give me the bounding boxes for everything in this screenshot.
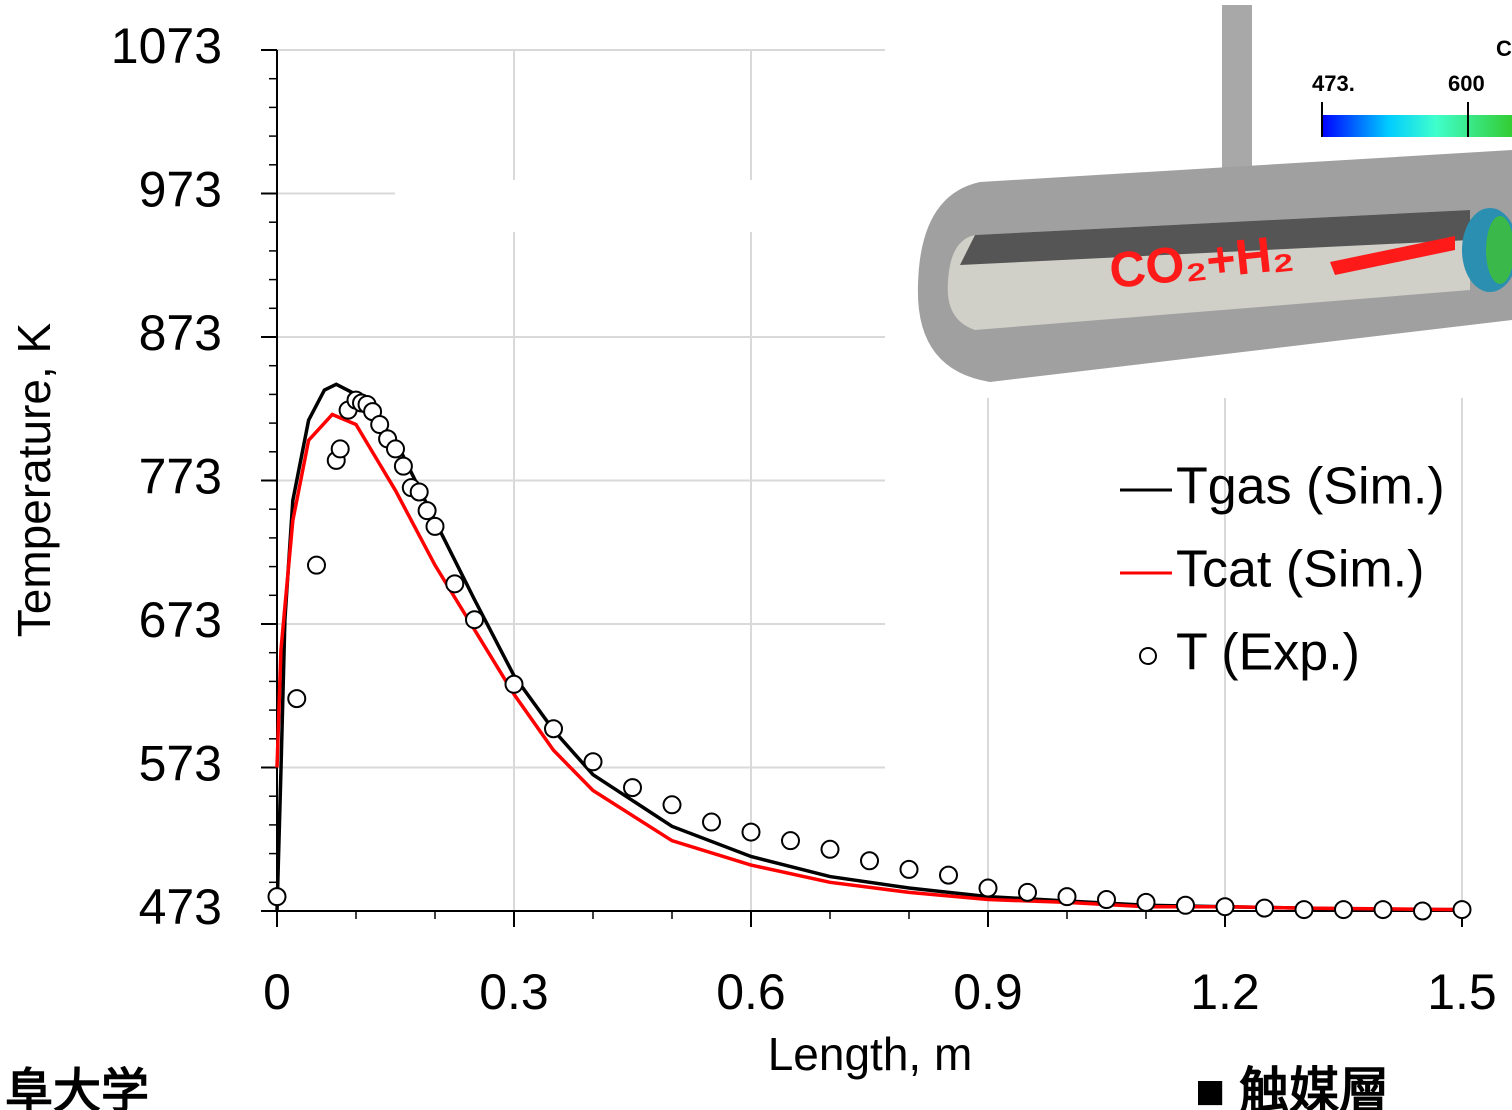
flow-arrow (1330, 236, 1455, 275)
data-point (393, 456, 413, 476)
data-point (1136, 892, 1156, 912)
data-point (939, 865, 958, 885)
data-point (702, 812, 721, 832)
data-point (544, 719, 563, 739)
data-point (583, 752, 603, 772)
inset-image: 473. 600 C CO₂+H₂ (395, 0, 1512, 398)
data-point (1373, 900, 1393, 920)
data-point (978, 878, 998, 898)
x-tick-label: 0.3 (479, 964, 549, 1020)
data-point (1294, 900, 1314, 920)
y-tick-label: 773 (139, 449, 222, 505)
pipe-branch (1222, 5, 1252, 195)
data-point (307, 555, 326, 575)
y-tick-label: 473 (139, 879, 222, 935)
legend-label: T (Exp.) (1176, 624, 1360, 682)
y-tick-label: 973 (139, 162, 222, 218)
x-tick-label: 0 (263, 964, 291, 1020)
data-point (445, 574, 465, 594)
footer-right: ■ 触媒層 (1195, 1063, 1389, 1110)
data-point (267, 887, 287, 907)
data-point (1334, 900, 1353, 920)
pipe-shadow (960, 210, 1470, 265)
footer-left: 阜大学 (5, 1064, 149, 1110)
data-point (1097, 890, 1116, 910)
data-point (741, 822, 761, 842)
colorbar-tick-label: 473. (1312, 71, 1355, 96)
data-point (386, 439, 405, 459)
data-point (1018, 882, 1037, 902)
data-point (1176, 895, 1195, 915)
data-point (370, 415, 390, 435)
x-tick-label: 0.6 (716, 964, 786, 1020)
y-tick-label: 1073 (111, 18, 222, 74)
data-point (330, 439, 350, 459)
y-axis-title: Temperature, K (8, 322, 60, 637)
data-point (465, 610, 484, 630)
data-point (1057, 887, 1077, 907)
legend-label: Tcat (Sim.) (1176, 541, 1424, 599)
data-point (1215, 897, 1235, 917)
x-tick-label: 1.5 (1427, 964, 1497, 1020)
data-point (623, 778, 642, 798)
inset-background (395, 180, 895, 232)
data-point (662, 795, 682, 815)
data-point (1255, 898, 1274, 918)
legend-label: Tgas (Sim.) (1176, 458, 1445, 516)
legend-symbol (1139, 647, 1157, 665)
colorbar-tick-label: 600 (1448, 71, 1485, 96)
data-point (287, 689, 307, 709)
data-point (409, 482, 429, 502)
colorbar (1322, 115, 1512, 137)
data-point (860, 851, 879, 871)
y-tick-label: 873 (139, 305, 222, 361)
data-point (820, 839, 840, 859)
y-tick-label: 673 (139, 592, 222, 648)
data-point (425, 516, 445, 536)
data-point (1452, 900, 1472, 920)
catalyst (1486, 216, 1512, 284)
data-point (781, 831, 800, 851)
data-point (1413, 901, 1432, 921)
data-point (504, 674, 524, 694)
data-point (417, 501, 437, 521)
colorbar-title: C (1496, 36, 1512, 61)
x-tick-label: 0.9 (953, 964, 1023, 1020)
x-axis-title: Length, m (768, 1028, 973, 1080)
data-point (899, 859, 919, 879)
y-tick-label: 573 (139, 736, 222, 792)
x-tick-label: 1.2 (1190, 964, 1260, 1020)
